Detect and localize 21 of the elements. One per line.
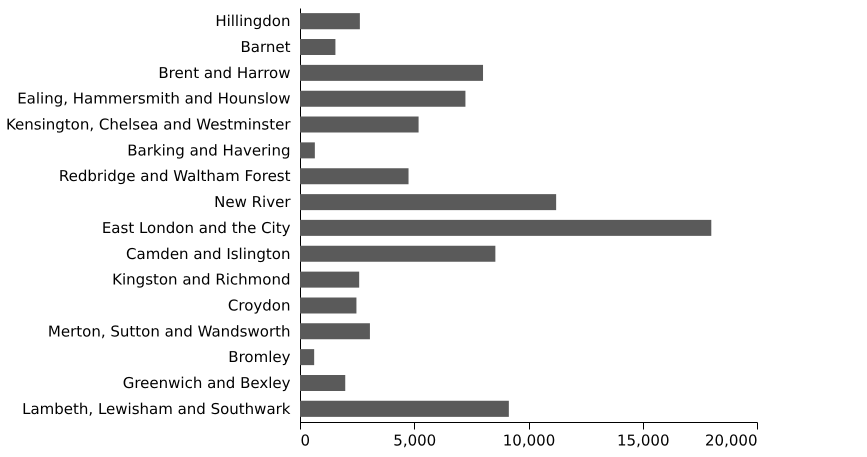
y-tick-label: Merton, Sutton and Wandsworth [48, 322, 290, 340]
y-tick-label: Kensington, Chelsea and Westminster [6, 116, 292, 134]
y-tick-label: Barnet [240, 38, 291, 56]
y-tick-label: Croydon [228, 296, 290, 314]
y-tick-label: Bromley [228, 348, 291, 366]
y-tick-label: Ealing, Hammersmith and Hounslow [17, 90, 290, 108]
y-tick-label: Greenwich and Bexley [122, 374, 291, 392]
x-tick-label: 5,000 [393, 432, 436, 450]
y-tick-label: Hillingdon [215, 12, 290, 30]
y-tick-label: Redbridge and Waltham Forest [58, 167, 291, 186]
y-tick-label: New River [214, 193, 292, 212]
x-tick-label: 0 [300, 432, 310, 450]
y-tick-label: Lambeth, Lewisham and Southwark [22, 400, 291, 418]
x-tick-label: 15,000 [617, 432, 670, 450]
y-tick-label: Kingston and Richmond [112, 270, 290, 289]
x-tick-label: 10,000 [502, 432, 556, 450]
y-tick-label: East London and the City [102, 218, 291, 237]
y-tick-label: Brent and Harrow [158, 64, 290, 82]
y-tick-label: Camden and Islington [126, 244, 290, 263]
x-tick-label: 20,000 [705, 432, 758, 450]
y-tick-label: Barking and Havering [127, 141, 290, 160]
